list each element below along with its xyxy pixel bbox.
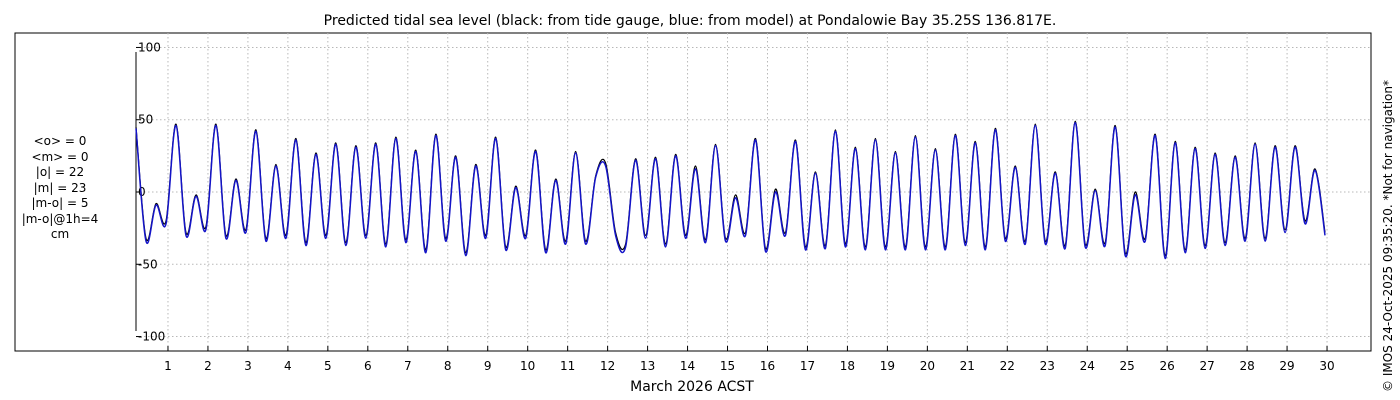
x-tick-label: 29 xyxy=(1279,359,1294,373)
stat-abs-model: |m| = 23 xyxy=(33,180,87,195)
x-tick-label: 8 xyxy=(444,359,452,373)
x-tick-label: 25 xyxy=(1120,359,1135,373)
stat-abs-diff: |m-o| = 5 xyxy=(31,196,89,210)
x-tick-label: 18 xyxy=(840,359,855,373)
x-tick-label: 3 xyxy=(244,359,252,373)
x-tick-label: 16 xyxy=(760,359,775,373)
x-tick-label: 27 xyxy=(1199,359,1214,373)
stat-mean-observed: <o> = 0 xyxy=(33,134,87,148)
x-tick-label: 2 xyxy=(204,359,212,373)
x-tick-label: 24 xyxy=(1080,359,1095,373)
x-tick-label: 17 xyxy=(800,359,815,373)
x-tick-label: 20 xyxy=(920,359,935,373)
x-tick-label: 9 xyxy=(484,359,492,373)
x-tick-label: 4 xyxy=(284,359,292,373)
x-tick-label: 28 xyxy=(1239,359,1254,373)
stats-panel: <o> = 0 <m> = 0 |o| = 22 |m| = 23 |m-o| … xyxy=(10,134,110,243)
x-tick-label: 15 xyxy=(720,359,735,373)
x-tick-label: 30 xyxy=(1319,359,1334,373)
grid-lines xyxy=(136,33,1371,351)
x-axis-ticks: 1 2 3 4 5 6 7 8 9 10 11 12 13 14 15 16 17 18 19 20 21 22 23 24 2… xyxy=(164,346,1335,373)
x-tick-label: 5 xyxy=(324,359,332,373)
x-tick-label: 6 xyxy=(364,359,372,373)
x-tick-label: 1 xyxy=(164,359,172,373)
y-axis-ticks: 100 50 0 -50 -100 xyxy=(136,40,165,344)
x-tick-label: 11 xyxy=(560,359,575,373)
x-tick-label: 22 xyxy=(1000,359,1015,373)
y-tick-label: 0 xyxy=(138,185,146,199)
x-tick-label: 10 xyxy=(520,359,535,373)
series-lines xyxy=(135,120,1326,260)
y-tick-label: -100 xyxy=(138,330,165,344)
stat-unit: cm xyxy=(50,227,70,241)
x-axis-label: March 2026 ACST xyxy=(630,379,754,395)
series-line-model xyxy=(135,121,1326,260)
y-tick-label: -50 xyxy=(138,257,158,271)
x-tick-label: 7 xyxy=(404,359,412,373)
x-tick-label: 23 xyxy=(1040,359,1055,373)
stat-abs-observed: |o| = 22 xyxy=(35,165,85,179)
x-tick-label: 26 xyxy=(1160,359,1175,373)
x-tick-label: 12 xyxy=(600,359,615,373)
chart-title: Predicted tidal sea level (black: from t… xyxy=(324,13,1057,29)
x-tick-label: 13 xyxy=(640,359,655,373)
y-tick-label: 100 xyxy=(138,40,161,54)
stat-mean-model: <m> = 0 xyxy=(31,149,89,164)
x-tick-label: 14 xyxy=(680,359,695,373)
x-tick-label: 21 xyxy=(960,359,975,373)
plot-frame xyxy=(14,32,1372,352)
credit-text: © IMOS 24-Oct-2025 09:35:20. *Not for na… xyxy=(1381,80,1395,392)
y-tick-label: 50 xyxy=(138,113,153,127)
x-tick-label: 19 xyxy=(880,359,895,373)
stat-abs-diff-1h: |m-o|@1h=4 xyxy=(21,211,99,226)
